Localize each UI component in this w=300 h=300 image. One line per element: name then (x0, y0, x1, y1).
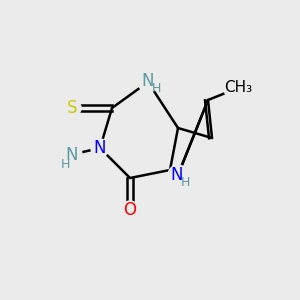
Circle shape (58, 143, 82, 167)
Text: N: N (94, 139, 106, 157)
Text: H: H (60, 158, 70, 170)
Text: O: O (124, 201, 136, 219)
Text: H: H (151, 82, 161, 95)
Text: N: N (142, 72, 154, 90)
Circle shape (63, 99, 81, 117)
Text: N: N (66, 146, 78, 164)
Text: H: H (180, 176, 190, 190)
Text: CH₃: CH₃ (224, 80, 252, 95)
Circle shape (91, 139, 109, 157)
Circle shape (224, 74, 252, 102)
Circle shape (168, 165, 188, 185)
Circle shape (138, 72, 158, 92)
Text: S: S (67, 99, 77, 117)
Text: N: N (171, 166, 183, 184)
Circle shape (121, 201, 139, 219)
